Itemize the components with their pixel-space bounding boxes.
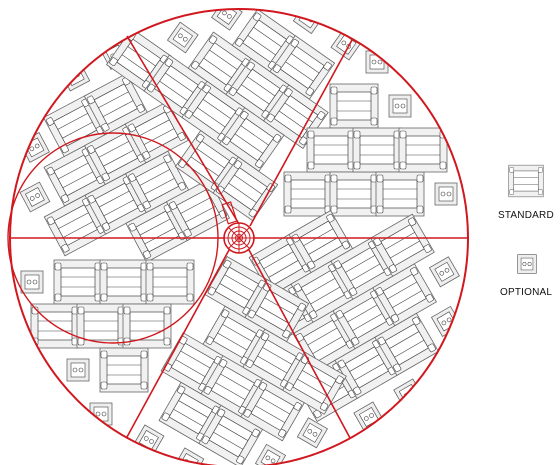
divider-southwest bbox=[126, 249, 230, 438]
desk-unit bbox=[306, 127, 356, 173]
legend-optional-label: OPTIONAL bbox=[500, 287, 553, 298]
desk-unit bbox=[329, 83, 379, 129]
desk-unit bbox=[283, 171, 333, 217]
small-unit bbox=[292, 9, 325, 34]
small-unit bbox=[211, 9, 243, 31]
desk-unit bbox=[352, 127, 402, 173]
desk-unit bbox=[375, 171, 425, 217]
small-unit bbox=[296, 417, 328, 449]
divider-southeast bbox=[248, 249, 351, 439]
desk-unit bbox=[145, 259, 195, 305]
small-unit bbox=[20, 270, 44, 294]
small-unit bbox=[59, 60, 91, 92]
small-unit bbox=[66, 358, 90, 382]
small-unit bbox=[330, 28, 363, 61]
desk-unit bbox=[76, 303, 126, 349]
small-unit bbox=[167, 21, 199, 54]
desk-unit bbox=[99, 347, 149, 393]
small-unit bbox=[255, 443, 286, 465]
small-unit bbox=[388, 94, 412, 118]
small-unit bbox=[393, 378, 425, 410]
desk-unit bbox=[53, 259, 103, 305]
small-unit bbox=[434, 182, 458, 206]
desk-unit bbox=[398, 127, 448, 173]
small-unit bbox=[19, 181, 51, 213]
sector-outlines bbox=[7, 8, 469, 465]
central-hub bbox=[221, 201, 255, 254]
desk-unit bbox=[99, 259, 149, 305]
divider-northeast bbox=[249, 39, 353, 227]
small-unit-icon bbox=[517, 254, 537, 274]
small-unit bbox=[428, 256, 460, 288]
desk-unit-icon bbox=[508, 164, 544, 198]
desk-unit bbox=[329, 171, 379, 217]
legend-standard-label: STANDARD bbox=[498, 210, 554, 221]
small-unit bbox=[133, 424, 165, 456]
divider-north bbox=[126, 35, 240, 225]
